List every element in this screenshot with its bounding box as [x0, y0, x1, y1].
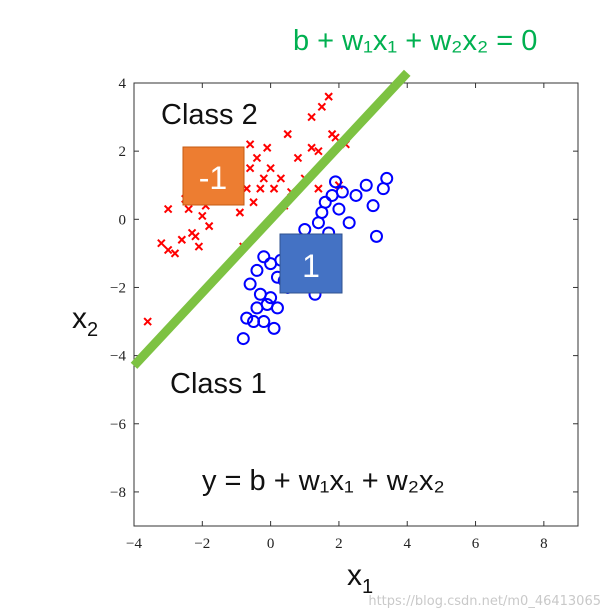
- class2-point: [283, 129, 292, 139]
- boundary-equation: b + w₁x₁ + w₂x₂ = 0: [293, 25, 537, 57]
- x-tick-label: 4: [403, 536, 411, 552]
- y-tick-label: −8: [110, 485, 126, 501]
- class1-point: [332, 202, 346, 216]
- class2-point: [170, 249, 180, 258]
- neg-label-box: -1: [182, 146, 245, 206]
- pos-label-box: 1: [279, 233, 343, 294]
- class2-label: Class 2: [161, 99, 258, 131]
- class1-point: [359, 178, 373, 192]
- class2-point: [163, 245, 173, 255]
- axis-ticks: −4 −2 0 2 4 6 8 4 2 0 −2 −4 −6 −8: [110, 76, 578, 552]
- class2-point: [163, 204, 173, 214]
- x-tick-label: 2: [335, 536, 343, 552]
- class1-point: [243, 277, 257, 291]
- class1-point: [267, 321, 281, 335]
- y-tick-label: 4: [119, 76, 127, 92]
- class2-point: [187, 228, 197, 238]
- x-tick-label: 6: [472, 536, 480, 552]
- class2-point: [177, 235, 187, 244]
- class1-point: [257, 315, 271, 329]
- y-tick-label: 0: [119, 212, 127, 228]
- x-tick-label: −2: [194, 536, 210, 552]
- x-tick-label: −4: [126, 536, 142, 552]
- class2-point: [324, 92, 333, 101]
- class2-point: [157, 238, 166, 248]
- model-equation: y = b + w₁x₁ + w₂x₂: [202, 465, 445, 497]
- class1-point: [366, 199, 380, 213]
- class2-point: [276, 174, 286, 183]
- class1-point: [270, 301, 284, 315]
- class2-point: [204, 221, 214, 231]
- class1-point: [318, 195, 332, 209]
- class2-point: [252, 153, 262, 163]
- class1-point: [329, 175, 343, 189]
- x-tick-label: 0: [267, 536, 275, 552]
- class2-point: [314, 146, 323, 156]
- class2-point: [245, 140, 255, 149]
- class2-point: [314, 184, 323, 193]
- class1-point: [380, 171, 394, 185]
- class2-point: [249, 198, 258, 207]
- y-tick-label: 2: [119, 144, 127, 160]
- class2-point: [269, 184, 279, 193]
- pos-label-text: 1: [302, 248, 320, 284]
- class1-point: [298, 223, 312, 237]
- class2-point: [143, 317, 152, 326]
- decision-boundary: [130, 69, 411, 369]
- boundary-line: [130, 69, 411, 369]
- class1-label: Class 1: [170, 368, 267, 400]
- y-tick-label: −4: [110, 349, 126, 365]
- y-tick-label: −2: [110, 280, 126, 296]
- class1-point: [342, 216, 356, 230]
- y-axis-label: x2: [72, 302, 98, 341]
- class1-point: [264, 291, 278, 305]
- class1-point: [240, 311, 254, 325]
- class2-point: [259, 174, 268, 183]
- class2-point: [245, 163, 255, 173]
- neg-label-text: -1: [199, 160, 227, 196]
- watermark: https://blog.csdn.net/m0_46413065: [368, 594, 601, 609]
- class1-point: [369, 229, 383, 243]
- y-tick-label: −6: [110, 417, 126, 433]
- class2-point: [262, 143, 272, 152]
- x-axis-label: x1: [347, 559, 373, 598]
- plot-frame: [133, 82, 579, 527]
- class1-point: [236, 332, 250, 346]
- class1-point: [250, 263, 264, 277]
- class1-point: [349, 188, 363, 202]
- class2-point: [293, 153, 303, 163]
- class2-point: [198, 211, 207, 221]
- class2-point: [235, 208, 245, 217]
- class2-point: [307, 143, 316, 152]
- class1-point: [335, 185, 349, 199]
- class2-point: [307, 112, 316, 122]
- class2-point: [317, 102, 327, 112]
- class2-point: [184, 204, 193, 214]
- class2-point: [256, 184, 265, 193]
- class2-point: [266, 163, 275, 173]
- class2-point: [194, 242, 204, 251]
- x-tick-label: 8: [540, 536, 548, 552]
- class1-point: [257, 250, 271, 264]
- class2-point: [331, 133, 340, 142]
- class1-point: [264, 257, 278, 271]
